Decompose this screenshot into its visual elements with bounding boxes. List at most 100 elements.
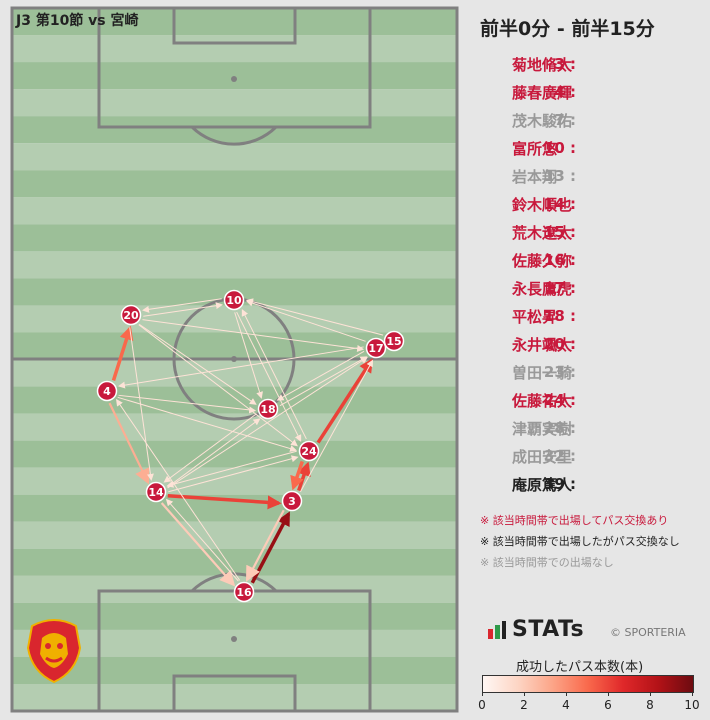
roster-number: 16 : (543, 251, 576, 269)
roster-name: 藤春廣輝 (512, 83, 573, 102)
pitch-stripe (12, 251, 457, 279)
pitch-stripe (12, 656, 457, 684)
pass-edge (142, 319, 365, 352)
roster-number: 4 : (554, 83, 576, 101)
player-node-circle (365, 337, 387, 359)
pitch-stripe (12, 629, 457, 657)
legend: ※ 該当時間帯で出場してパス交換あり ※ 該当時間帯で出場したがパス交換なし ※… (480, 510, 680, 573)
pass-edge (163, 413, 257, 483)
pass-edge (142, 298, 222, 313)
roster-name: 成田安里 (512, 447, 573, 466)
pass-edge (167, 418, 261, 488)
pass-edge (117, 346, 364, 389)
player-node-label: 15 (386, 335, 401, 348)
pitch-stripe (12, 386, 457, 414)
roster-row: 13 : 岩本翔 (466, 162, 576, 190)
roster-name: 鈴木順也 (512, 195, 573, 214)
pitch-stripe (12, 89, 457, 117)
player-node-label: 24 (301, 445, 317, 458)
player-node-circle (298, 440, 320, 462)
roster-number: 10 : (543, 139, 576, 157)
pass-edge (290, 460, 304, 491)
player-node: 4 (96, 380, 118, 402)
player-node-circle (257, 398, 279, 420)
pitch-stripe (12, 35, 457, 63)
roster-number: 39 : (543, 475, 576, 493)
pitch-stripe (12, 62, 457, 90)
player-node-label: 20 (123, 309, 139, 322)
roster-row: 10 : 富所悠 (466, 134, 576, 162)
player-node-circle (383, 330, 405, 352)
colorbar (482, 675, 694, 693)
player-node-circle (96, 380, 118, 402)
colorbar-tick-label: 2 (520, 698, 528, 712)
pass-edge (241, 309, 307, 440)
stats-logo-text: STATs (512, 617, 585, 642)
roster-row: 7 : 茂木駿佑 (466, 106, 576, 134)
roster-row: 4 : 藤春廣輝 (466, 78, 576, 106)
pitch-stripe (12, 602, 457, 630)
roster-row: 18 : 平松昇 (466, 302, 576, 330)
colorbar-tick-label: 0 (478, 698, 486, 712)
colorbar-tick-label: 4 (562, 698, 570, 712)
pass-edge (316, 358, 373, 444)
roster-row: 20 : 永井颯太 (466, 330, 576, 358)
roster-name: 津覇実樹 (512, 419, 573, 438)
roster-number: 7 : (554, 111, 576, 129)
roster-row: 17 : 永長鷹虎 (466, 274, 576, 302)
legend-pass: ※ 該当時間帯で出場してパス交換あり (480, 514, 669, 527)
player-node-circle (233, 581, 255, 603)
info-panel: 前半0分 - 前半15分 3 : 菊地脩太 4 : 藤春廣輝 7 : 茂木駿佑 10 : 富所… (466, 0, 710, 720)
pass-edge (236, 311, 302, 442)
colorbar-tick-label: 10 (684, 698, 700, 712)
roster-number: 18 : (543, 307, 576, 325)
player-node: 17 (365, 337, 387, 359)
pass-edge (138, 323, 257, 405)
colorbar-ticks: 0 2 4 6 8 10 (478, 692, 700, 716)
pitch-stripe (12, 116, 457, 144)
roster-number: 24 : (543, 391, 576, 409)
pass-edges (108, 298, 384, 587)
pass-edge (129, 327, 154, 481)
roster-name: 平松昇 (512, 307, 558, 326)
match-label: J3 第10節 vs 宮崎 (16, 13, 139, 29)
pass-edge (245, 298, 384, 336)
pass-edge (165, 498, 239, 582)
colorbar-tick-label: 8 (646, 698, 654, 712)
roster-row: 28 : 津覇実樹 (466, 414, 576, 442)
colorbar-tick (608, 692, 609, 696)
player-node-label: 10 (226, 294, 242, 307)
roster-number: 32 : (543, 447, 576, 465)
roster-row: 24 : 佐藤祐太 (466, 386, 576, 414)
player-node-circle (281, 490, 303, 512)
colorbar-title: 成功したパス本数(本) (516, 660, 644, 675)
pitch-stripe (12, 224, 457, 252)
pitch-stripe (12, 467, 457, 495)
roster-name: 永井颯太 (512, 335, 573, 354)
player-node: 18 (257, 398, 279, 420)
player-node-circle (223, 289, 245, 311)
player-node: 20 (120, 304, 142, 326)
roster-number: 13 : (543, 167, 576, 185)
roster-name: 富所悠 (512, 139, 558, 158)
pitch-stripe (12, 8, 457, 36)
pass-edge (108, 402, 150, 485)
colorbar-tick (692, 692, 693, 696)
player-node: 24 (298, 440, 320, 462)
roster-row: 14 : 鈴木順也 (466, 190, 576, 218)
player-node-label: 18 (260, 403, 275, 416)
roster-name: 庵原篤人 (512, 475, 573, 494)
player-node: 10 (223, 289, 245, 311)
pass-edge (234, 312, 263, 399)
copyright: © SPORTERIA (610, 626, 686, 639)
player-node: 15 (383, 330, 405, 352)
player-roster: 3 : 菊地脩太 4 : 藤春廣輝 7 : 茂木駿佑 10 : 富所悠 13 : 岩本翔 14 :鈴… (466, 50, 576, 498)
club-logo (26, 619, 82, 684)
roster-row: 32 : 成田安里 (466, 442, 576, 470)
roster-name: 岩本翔 (512, 167, 558, 186)
roster-row: 39 : 庵原篤人 (466, 470, 576, 498)
pass-edge (279, 356, 368, 407)
pass-edge (168, 455, 299, 493)
player-node: 3 (281, 490, 303, 512)
